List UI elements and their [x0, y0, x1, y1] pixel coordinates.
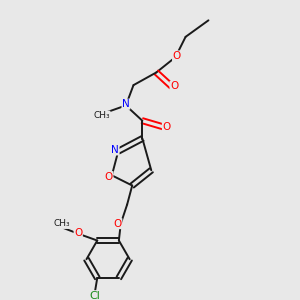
- Text: Cl: Cl: [89, 291, 100, 300]
- Text: O: O: [170, 81, 178, 92]
- Text: O: O: [162, 122, 171, 132]
- Text: O: O: [172, 51, 181, 61]
- Text: O: O: [74, 228, 82, 238]
- Text: N: N: [122, 99, 130, 109]
- Text: CH₃: CH₃: [53, 220, 70, 229]
- Text: CH₃: CH₃: [93, 111, 110, 120]
- Text: O: O: [114, 219, 122, 229]
- Text: O: O: [105, 172, 113, 182]
- Text: N: N: [111, 145, 119, 155]
